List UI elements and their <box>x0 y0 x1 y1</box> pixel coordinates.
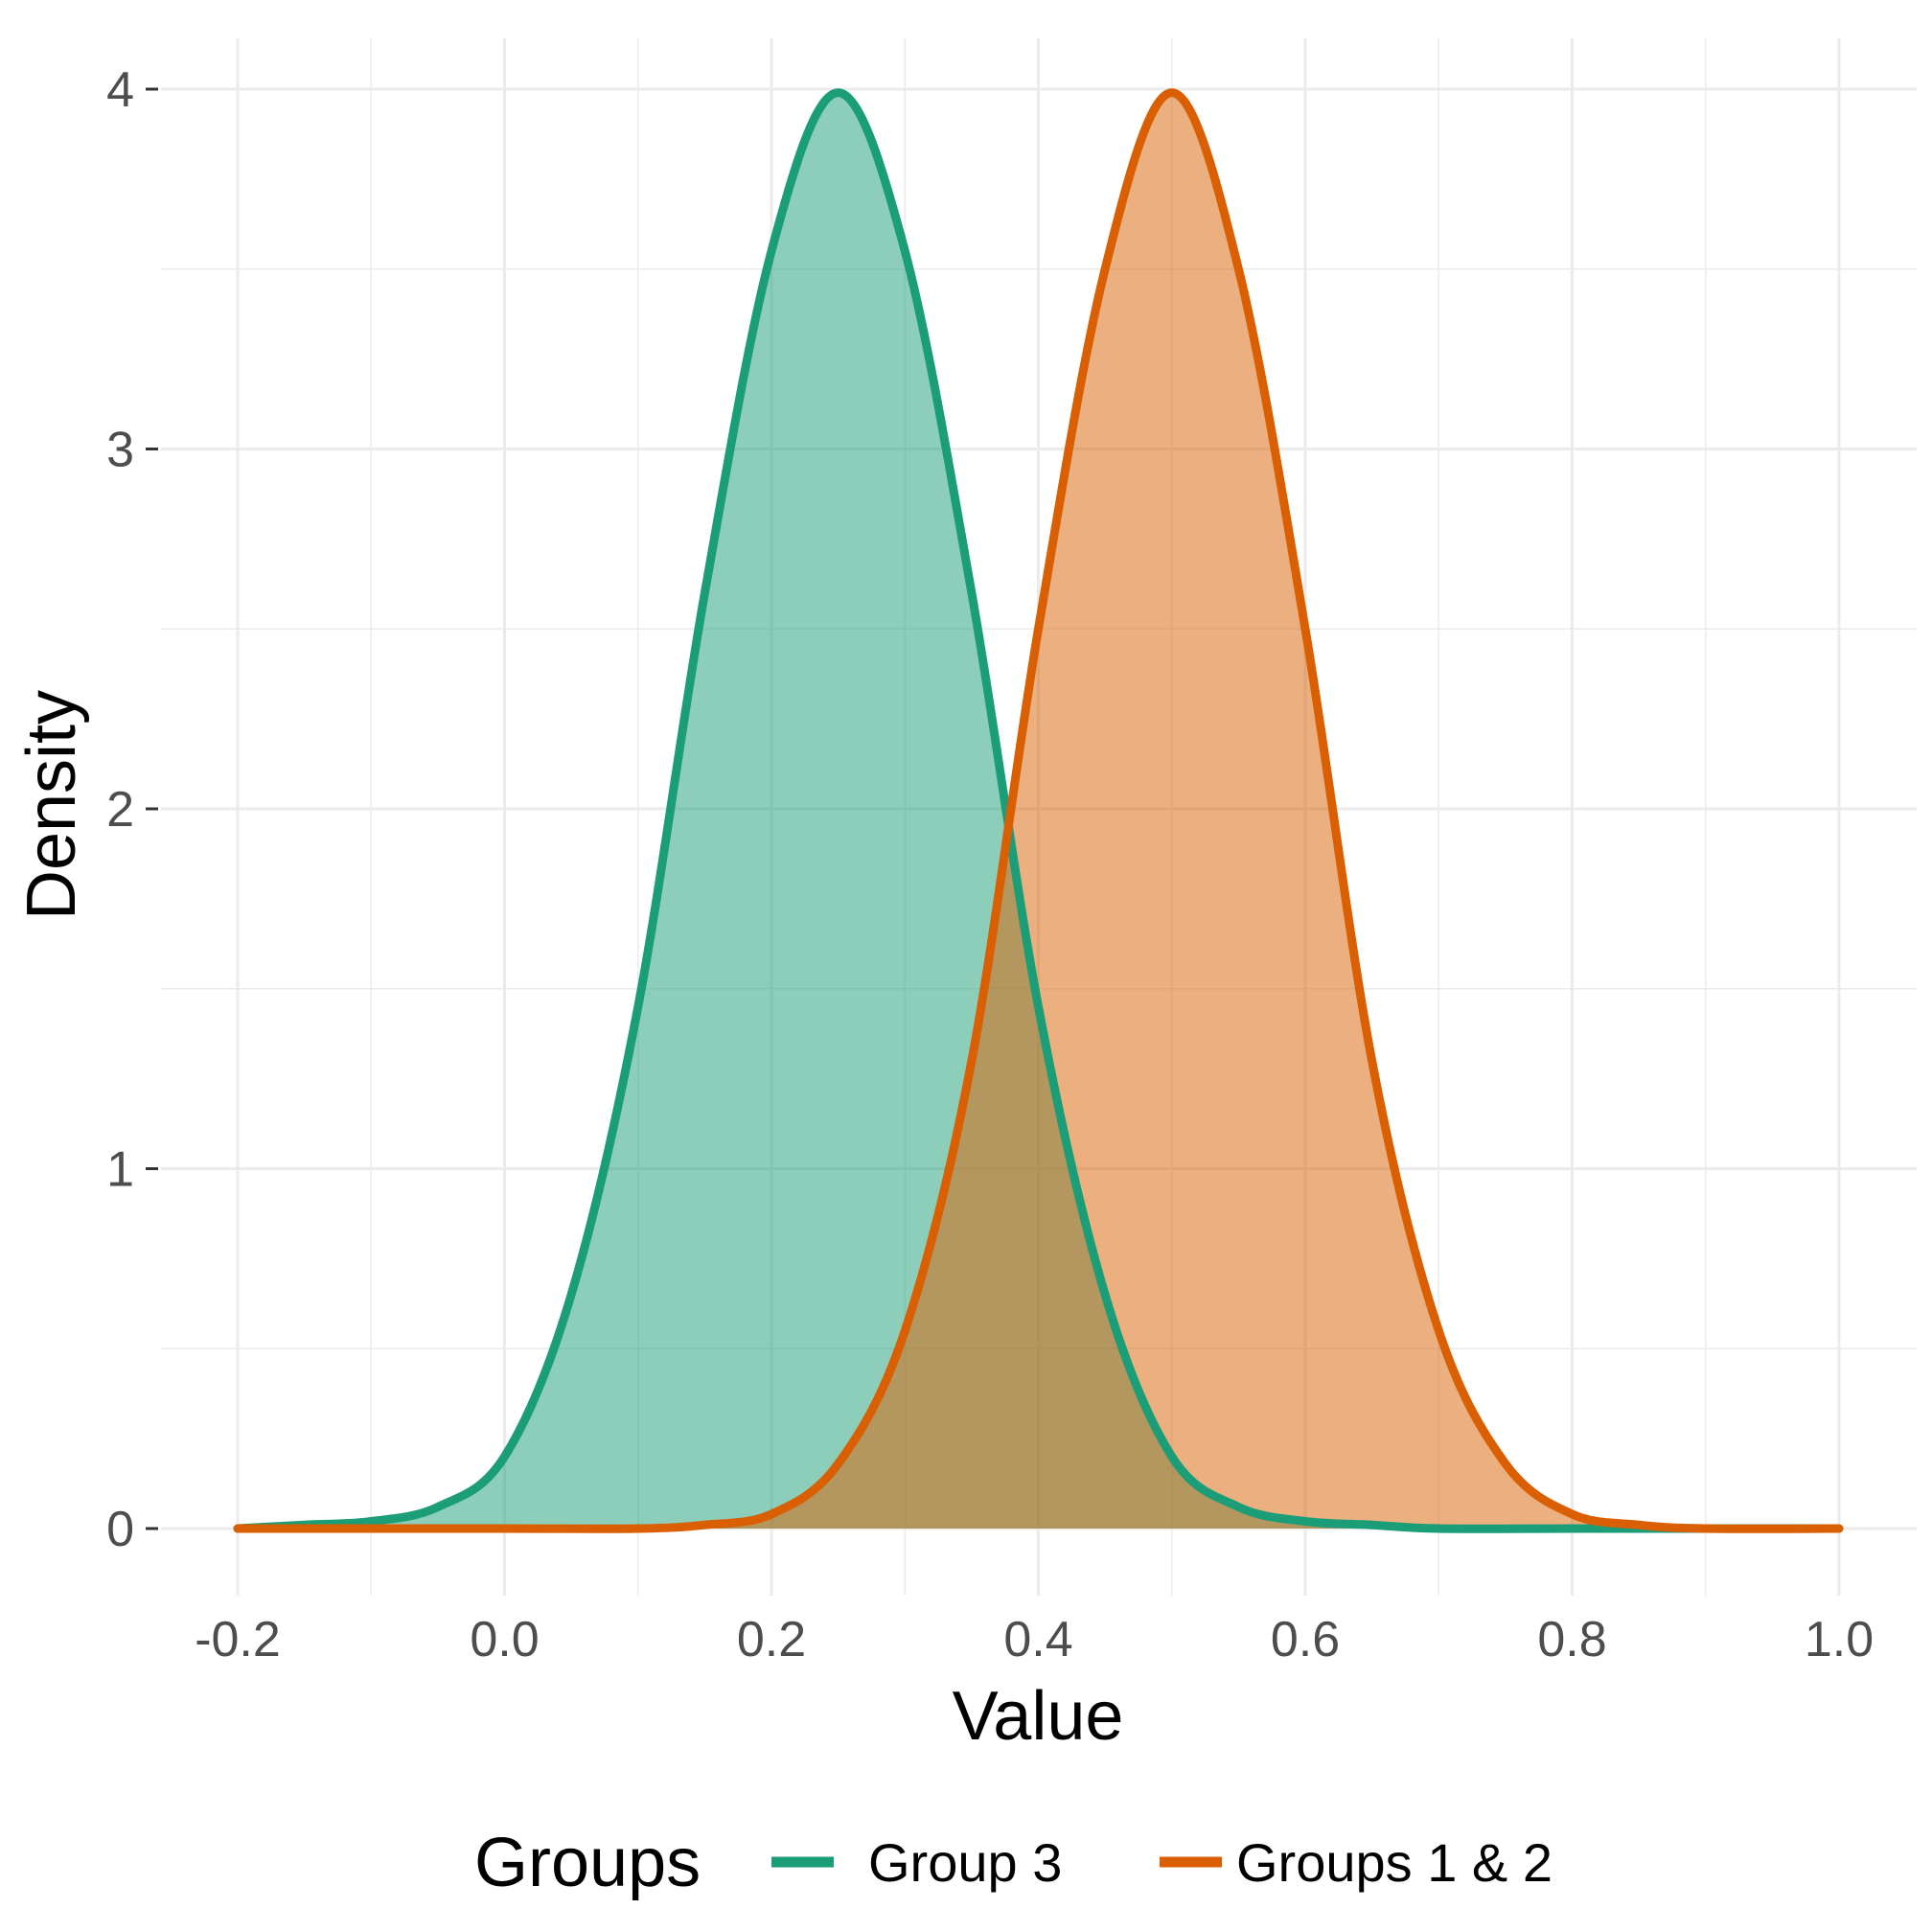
y-tick-label: 1 <box>106 1142 134 1198</box>
y-tick-label: 3 <box>106 423 134 478</box>
x-tick-label: 0.0 <box>470 1612 539 1668</box>
x-tick-label: -0.2 <box>195 1612 281 1668</box>
y-tick-label: 2 <box>106 782 134 838</box>
density-lines <box>233 88 1844 1533</box>
density-area-groups-1-2 <box>238 92 1839 1530</box>
x-tick-label: 0.2 <box>737 1612 806 1668</box>
density-area-group-3 <box>238 92 1839 1530</box>
x-tick-label: 0.4 <box>1003 1612 1072 1668</box>
legend-label-group-3: Group 3 <box>868 1832 1062 1893</box>
x-tick-label: 0.6 <box>1271 1612 1340 1668</box>
legend-title: Groups <box>474 1825 701 1901</box>
y-tick-label: 0 <box>106 1502 134 1557</box>
legend-label-groups-1-2: Groups 1 & 2 <box>1236 1832 1552 1893</box>
x-tick-label: 0.8 <box>1537 1612 1606 1668</box>
x-axis-ticks: -0.2 0.0 0.2 0.4 0.6 0.8 1.0 <box>195 1612 1874 1668</box>
y-tick-label: 4 <box>106 62 134 118</box>
y-axis-title: Density <box>13 690 90 920</box>
x-axis-title: Value <box>953 1678 1124 1755</box>
density-areas <box>238 92 1839 1530</box>
density-line-groups-1-2 <box>233 88 1844 1533</box>
legend: Groups Group 3 Groups 1 & 2 <box>474 1825 1552 1901</box>
y-axis-ticks: 0 1 2 3 4 <box>106 62 158 1557</box>
x-tick-label: 1.0 <box>1805 1612 1874 1668</box>
density-line-group-3 <box>233 88 1844 1533</box>
